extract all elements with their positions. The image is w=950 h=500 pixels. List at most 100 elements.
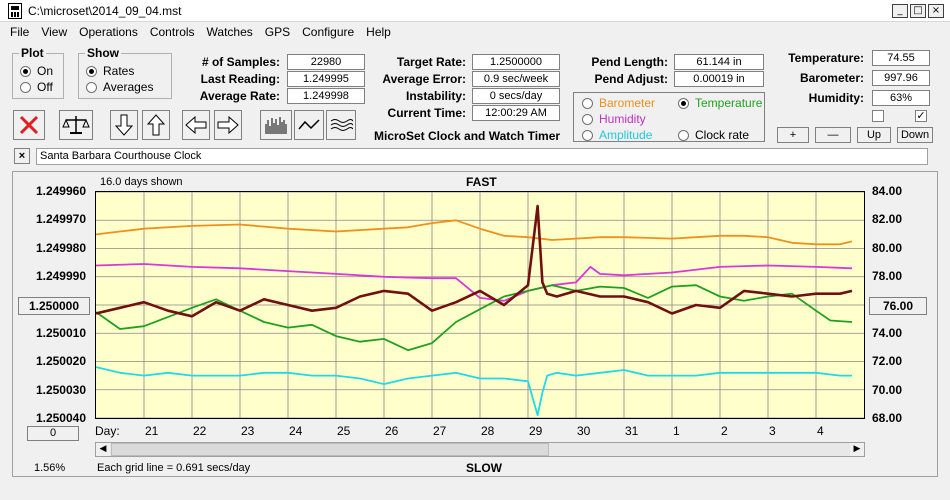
show-group: Show <box>78 46 172 99</box>
center-temp-button[interactable]: 76.00 <box>869 297 927 315</box>
average-error-field: 0.9 sec/week <box>472 71 560 87</box>
balance-button[interactable] <box>59 110 93 140</box>
overlay-temperature-radio[interactable]: Temperature <box>678 96 762 110</box>
series-line-0 <box>96 219 853 246</box>
multi-wave-icon <box>330 119 353 131</box>
humidity-field: 63% <box>872 90 930 106</box>
show-group-title: Show <box>85 46 121 60</box>
plot-on-label: On <box>37 64 54 78</box>
show-averages-label: Averages <box>103 80 154 94</box>
y-right-tick-label: 82.00 <box>872 212 903 227</box>
samples-label: # of Samples: <box>201 55 280 69</box>
y-left-tick-label: 1.249970 <box>35 212 86 227</box>
arrow-up-icon <box>147 114 165 136</box>
clear-button[interactable] <box>13 110 45 140</box>
plot-area[interactable] <box>95 191 865 419</box>
menu-gps[interactable]: GPS <box>264 25 291 39</box>
close-button[interactable]: × <box>928 4 944 18</box>
up-button[interactable]: Up <box>857 127 891 143</box>
plot-on-radio[interactable]: On <box>20 64 53 78</box>
y-right-tick-label: 80.00 <box>872 240 903 255</box>
down-button[interactable]: Down <box>897 127 933 143</box>
bar-plot-button[interactable] <box>260 110 292 140</box>
radio-unselected-icon[interactable] <box>582 113 593 125</box>
overlay-humidity-radio[interactable]: Humidity <box>582 112 646 126</box>
y-right-tick-label: 72.00 <box>872 354 903 369</box>
target-rate-field[interactable]: 1.2500000 <box>472 54 560 70</box>
arrow-down-icon <box>115 114 133 136</box>
x-tick-label: 27 <box>433 424 447 438</box>
scroll-thumb[interactable] <box>111 443 549 456</box>
show-averages-radio[interactable]: Averages <box>86 80 153 94</box>
last-reading-field: 1.249995 <box>287 71 365 87</box>
time-scrollbar[interactable]: ◀ ▶ <box>95 442 865 457</box>
right-checkbox[interactable]: ✓ <box>915 110 927 122</box>
radio-unselected-icon[interactable] <box>582 97 593 109</box>
x-tick-label: 24 <box>289 424 303 438</box>
x-tick-label: 26 <box>385 424 399 438</box>
down-arrow-button[interactable] <box>110 110 138 140</box>
title-bar: C:\microset\2014_09_04.mst _ □ × <box>0 0 950 22</box>
scroll-right-icon[interactable]: ▶ <box>850 443 864 456</box>
x-tick-label: 31 <box>625 424 639 438</box>
radio-unselected-icon[interactable] <box>20 81 31 93</box>
menu-controls[interactable]: Controls <box>149 25 195 39</box>
radio-unselected-icon[interactable] <box>582 129 593 141</box>
overlay-amplitude-label: Amplitude <box>599 128 653 142</box>
humidity-label: Humidity: <box>808 91 864 105</box>
left-checkbox[interactable] <box>872 110 884 122</box>
overlay-clock-rate-label: Clock rate <box>695 128 750 142</box>
app-icon[interactable] <box>8 2 22 19</box>
average-rate-label: Average Rate: <box>199 89 280 103</box>
pend-length-field[interactable]: 61.144 in <box>674 54 764 70</box>
arrow-right-icon <box>217 116 239 134</box>
barometer-field: 997.96 <box>872 70 930 86</box>
menu-watches[interactable]: Watches <box>206 25 253 39</box>
arrow-left-icon <box>185 116 207 134</box>
series-line-3 <box>96 204 853 318</box>
remove-clock-button[interactable]: × <box>14 148 30 164</box>
menu-operations[interactable]: Operations <box>79 25 138 39</box>
menu-configure[interactable]: Configure <box>302 25 355 39</box>
radio-selected-icon[interactable] <box>20 65 31 77</box>
radio-unselected-icon[interactable] <box>678 129 689 141</box>
line-plot-button[interactable] <box>294 110 324 140</box>
y-left-tick-label: 1.250010 <box>35 325 86 340</box>
minus-button[interactable]: — <box>815 127 851 143</box>
x-tick-label: 21 <box>145 424 159 438</box>
y-right-tick-label: 70.00 <box>872 382 903 397</box>
overlay-barometer-radio[interactable]: Barometer <box>582 96 655 110</box>
smooth-plot-button[interactable] <box>326 110 356 140</box>
instability-label: Instability: <box>405 89 466 103</box>
menu-file[interactable]: File <box>10 25 30 39</box>
radio-selected-icon[interactable] <box>678 97 689 109</box>
scroll-left-icon[interactable]: ◀ <box>96 443 110 456</box>
plot-off-radio[interactable]: Off <box>20 80 53 94</box>
left-arrow-button[interactable] <box>182 110 210 140</box>
offset-button[interactable]: 0 <box>27 426 79 441</box>
menu-help[interactable]: Help <box>366 25 391 39</box>
average-rate-field: 1.249998 <box>287 88 365 104</box>
maximize-button[interactable]: □ <box>910 4 926 18</box>
days-shown-label: 16.0 days shown <box>100 176 183 188</box>
minimize-button[interactable]: _ <box>892 4 908 18</box>
up-arrow-button[interactable] <box>142 110 170 140</box>
radio-unselected-icon[interactable] <box>86 81 97 93</box>
x-tick-label: 1 <box>673 424 680 438</box>
y-right-tick-label: 78.00 <box>872 269 903 284</box>
overlay-amplitude-radio[interactable]: Amplitude <box>582 128 652 142</box>
y-right-tick-label: 84.00 <box>872 184 903 198</box>
overlay-clock-rate-radio[interactable]: Clock rate <box>678 128 749 142</box>
center-rate-button[interactable]: 1.250000 <box>18 297 90 315</box>
right-arrow-button[interactable] <box>214 110 242 140</box>
plus-button[interactable]: + <box>777 127 809 143</box>
radio-selected-icon[interactable] <box>86 65 97 77</box>
samples-field: 22980 <box>287 54 365 70</box>
menu-view[interactable]: View <box>41 25 68 39</box>
x-tick-label: 4 <box>817 424 824 438</box>
clock-name-field[interactable]: Santa Barbara Courthouse Clock <box>36 148 928 165</box>
x-tick-label: 23 <box>241 424 255 438</box>
show-rates-radio[interactable]: Rates <box>86 64 134 78</box>
last-reading-label: Last Reading: <box>200 72 280 86</box>
target-rate-label: Target Rate: <box>396 55 466 69</box>
